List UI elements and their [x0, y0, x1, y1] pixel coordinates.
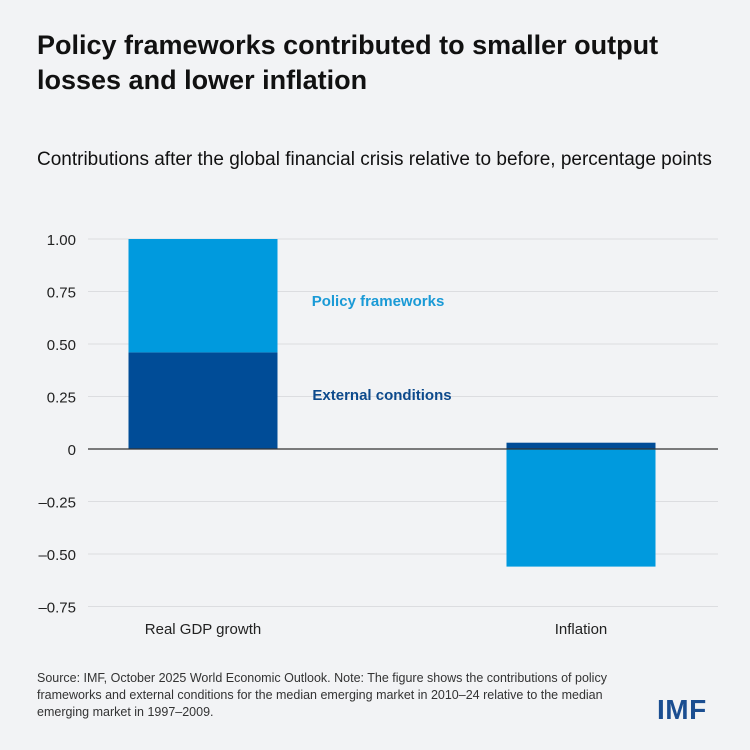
- page-title: Policy frameworks contributed to smaller…: [37, 30, 659, 95]
- y-tick-label: –0.25: [38, 495, 76, 512]
- y-tick-label: 0.75: [47, 285, 76, 302]
- bar-external-conditions: [506, 442, 656, 449]
- y-tick-label: –0.75: [38, 600, 76, 617]
- y-tick-label: 0.50: [47, 337, 76, 354]
- imf-logo: IMF: [657, 694, 707, 725]
- x-tick-label: Inflation: [555, 621, 608, 638]
- legend-label-policy-frameworks: Policy frameworks: [312, 293, 445, 310]
- y-tick-label: 0.25: [47, 390, 76, 407]
- chart-subtitle: Contributions after the global financial…: [37, 149, 712, 170]
- y-tick-label: 1.00: [47, 232, 76, 249]
- legend-label-external-conditions: External conditions: [312, 387, 451, 404]
- x-tick-label: Real GDP growth: [145, 621, 261, 638]
- bar-external-conditions: [128, 352, 278, 449]
- bar-policy-frameworks: [506, 449, 656, 567]
- y-tick-label: –0.50: [38, 547, 76, 564]
- bar-policy-frameworks: [128, 239, 278, 353]
- source-note: Source: IMF, October 2025 World Economic…: [37, 671, 607, 719]
- y-tick-label: 0: [68, 442, 76, 459]
